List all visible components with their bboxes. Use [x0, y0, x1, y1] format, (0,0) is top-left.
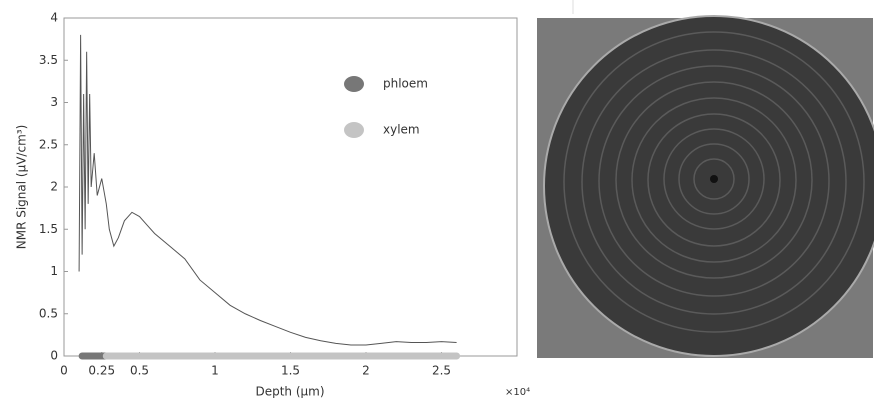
x-tick-label: 0.5 [130, 364, 149, 378]
pith [710, 175, 718, 183]
y-tick-label: 1.5 [39, 222, 58, 236]
legend-marker [344, 122, 364, 138]
stem-disc [543, 15, 874, 357]
y-tick-label: 3.5 [39, 53, 58, 67]
legend-label: phloem [383, 77, 428, 91]
signal-line [78, 34, 457, 346]
y-tick-label: 4 [50, 11, 58, 25]
y-axis-label: NMR Signal (μV/cm³) [15, 125, 29, 250]
legend-label: xylem [383, 123, 420, 137]
x-tick-label: 0 [60, 364, 68, 378]
legend-marker [344, 76, 364, 92]
x-multiplier: ×10⁴ [505, 387, 530, 398]
growth-rings [563, 31, 865, 333]
y-tick-label: 0.5 [39, 306, 58, 320]
y-tick-label: 1 [50, 264, 58, 278]
x-tick-label: 0.25 [88, 364, 115, 378]
y-tick-label: 2.5 [39, 137, 58, 151]
y-tick-label: 0 [50, 349, 58, 363]
cross-section-image [537, 15, 874, 358]
x-tick-label: 2.5 [432, 364, 451, 378]
x-tick-label: 1.5 [281, 364, 300, 378]
plot-frame [63, 17, 518, 357]
x-axis-label: Depth (μm) [255, 385, 324, 399]
x-tick-label: 2 [362, 364, 370, 378]
x-tick-label: 1 [211, 364, 219, 378]
y-tick-label: 3 [50, 95, 58, 109]
y-tick-label: 2 [50, 180, 58, 194]
